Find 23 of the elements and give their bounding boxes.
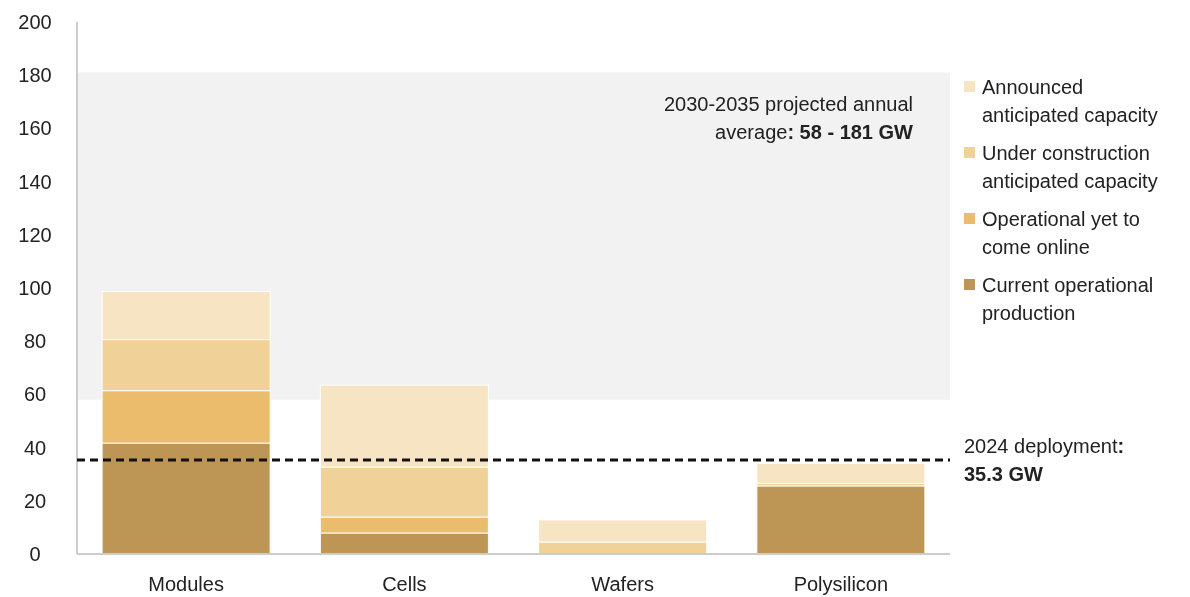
band-label: 2030-2035 projected annual average: 58 - 181 GW [663, 92, 914, 143]
x-tick-label: Modules [148, 573, 224, 595]
x-tick-label: Polysilicon [793, 573, 889, 595]
x-tick-label: Cells [382, 573, 427, 595]
y-tick-label: 60 [23, 383, 47, 406]
legend-label: Under construction anticipated capacity [982, 142, 1158, 192]
bar [756, 485, 926, 555]
y-tick-label: 100 [18, 277, 52, 299]
text: 2024 deployment: 35.3 GW [964, 435, 1125, 486]
y-tick-label: 160 [18, 117, 52, 140]
bar [756, 462, 926, 485]
legend-label: Operational yet to come online [982, 208, 1140, 258]
y-tick-label: 120 [18, 223, 52, 246]
y-tick-label: 0 [29, 543, 41, 565]
y-tick-label: 200 [18, 11, 52, 33]
y-tick-label: 40 [23, 436, 47, 459]
y-tick-label: 180 [18, 64, 52, 87]
y-tick-label: 140 [18, 170, 52, 193]
y-tick-label: 80 [23, 330, 47, 353]
legend-label: Current operational production [982, 274, 1154, 324]
y-tick-label: 20 [23, 489, 47, 512]
x-tick-label: Wafers [591, 573, 654, 595]
legend-label: Announced anticipated capacity [982, 76, 1158, 126]
